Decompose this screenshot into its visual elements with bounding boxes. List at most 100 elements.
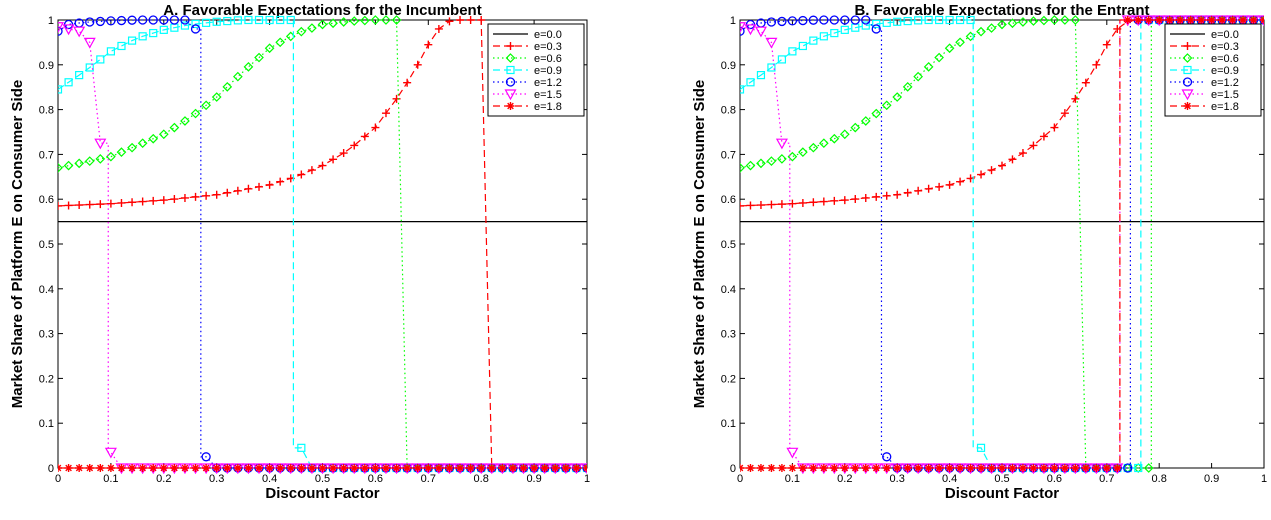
data-point [1018, 464, 1027, 472]
data-point [180, 116, 190, 126]
data-point [1049, 15, 1060, 25]
data-point [935, 464, 944, 472]
data-point [893, 464, 902, 472]
data-point [945, 464, 954, 472]
data-point [861, 21, 870, 30]
data-point [456, 464, 465, 472]
data-point [1050, 123, 1059, 132]
data-point [286, 464, 295, 472]
data-point [73, 26, 86, 38]
data-point [788, 464, 797, 472]
data-point [63, 160, 74, 171]
data-point [766, 17, 777, 27]
data-point [329, 464, 338, 472]
data-point [808, 15, 819, 25]
y-tick-label: 0.7 [39, 149, 54, 161]
legend-marker [1182, 77, 1193, 87]
data-point [445, 464, 454, 472]
legend-label: e=0.3 [534, 41, 562, 53]
data-point [850, 15, 860, 25]
data-point [819, 32, 828, 41]
data-point [138, 464, 147, 472]
data-point [740, 464, 744, 472]
data-point [740, 85, 745, 94]
data-point [477, 16, 486, 24]
data-point [1143, 463, 1154, 473]
data-point [149, 464, 158, 472]
x-axis-label: Discount Factor [945, 485, 1059, 502]
data-point [745, 160, 756, 171]
data-point [434, 24, 443, 33]
data-point [788, 47, 797, 56]
data-point [945, 180, 954, 189]
data-point [756, 158, 766, 169]
data-point [64, 201, 73, 210]
data-point [296, 26, 307, 37]
data-point [95, 16, 105, 27]
data-point [798, 198, 807, 207]
x-tick-label: 0.7 [421, 473, 436, 485]
data-point [818, 138, 829, 149]
data-point [96, 55, 105, 64]
data-point [1134, 463, 1143, 473]
data-point [945, 15, 954, 25]
data-point [456, 16, 465, 24]
data-point [955, 37, 965, 48]
legend-marker [506, 102, 515, 110]
data-point [777, 200, 786, 209]
data-point [851, 195, 860, 204]
data-point [191, 192, 200, 201]
data-point [180, 193, 189, 202]
data-point [75, 201, 84, 210]
y-tick-label: 0.3 [39, 329, 54, 341]
data-point [860, 116, 871, 126]
data-point [977, 170, 986, 179]
data-point [233, 16, 242, 25]
data-point [127, 15, 137, 25]
data-point [75, 464, 84, 472]
data-point [360, 464, 369, 472]
y-tick-label: 0.1 [39, 418, 54, 430]
data-point [892, 92, 903, 102]
x-tick-label: 0.4 [262, 473, 277, 485]
data-point [1060, 15, 1070, 25]
data-point [318, 161, 327, 170]
data-point [244, 184, 253, 193]
data-point [1028, 16, 1039, 26]
data-point [84, 156, 95, 166]
data-point [1070, 15, 1081, 25]
data-point [58, 26, 63, 36]
data-point [159, 464, 168, 472]
data-point [318, 464, 327, 472]
data-point [149, 196, 158, 205]
data-point [561, 464, 570, 472]
data-point [128, 464, 137, 472]
data-point [212, 464, 221, 472]
data-point [976, 443, 986, 452]
data-point [1165, 16, 1174, 24]
chart-panel-a: 0 0.1 0.2 0.3 0.4 0.5 0.6 0.7 0.8 0.9 1 0 0.1 0.2 0.3 0… [9, 2, 590, 502]
data-point [775, 138, 788, 150]
data-point [966, 464, 975, 472]
data-point [212, 17, 221, 26]
data-point [328, 18, 338, 29]
data-point [117, 198, 126, 207]
data-point [391, 15, 402, 25]
data-point [1092, 60, 1101, 69]
data-point [58, 85, 63, 94]
y-tick-label: 0.8 [39, 105, 54, 117]
data-point [297, 464, 306, 472]
data-point [1039, 132, 1048, 141]
data-point [180, 464, 189, 472]
data-point [254, 15, 264, 25]
data-point [202, 191, 211, 200]
data-point [1144, 16, 1153, 24]
legend-marker [1183, 65, 1192, 75]
data-point [169, 122, 180, 133]
y-tick-label: 0.3 [721, 329, 736, 341]
data-point [223, 188, 232, 197]
data-point [191, 19, 200, 29]
y-tick-label: 0.5 [39, 239, 54, 251]
data-point [75, 71, 84, 80]
data-point [116, 147, 127, 158]
